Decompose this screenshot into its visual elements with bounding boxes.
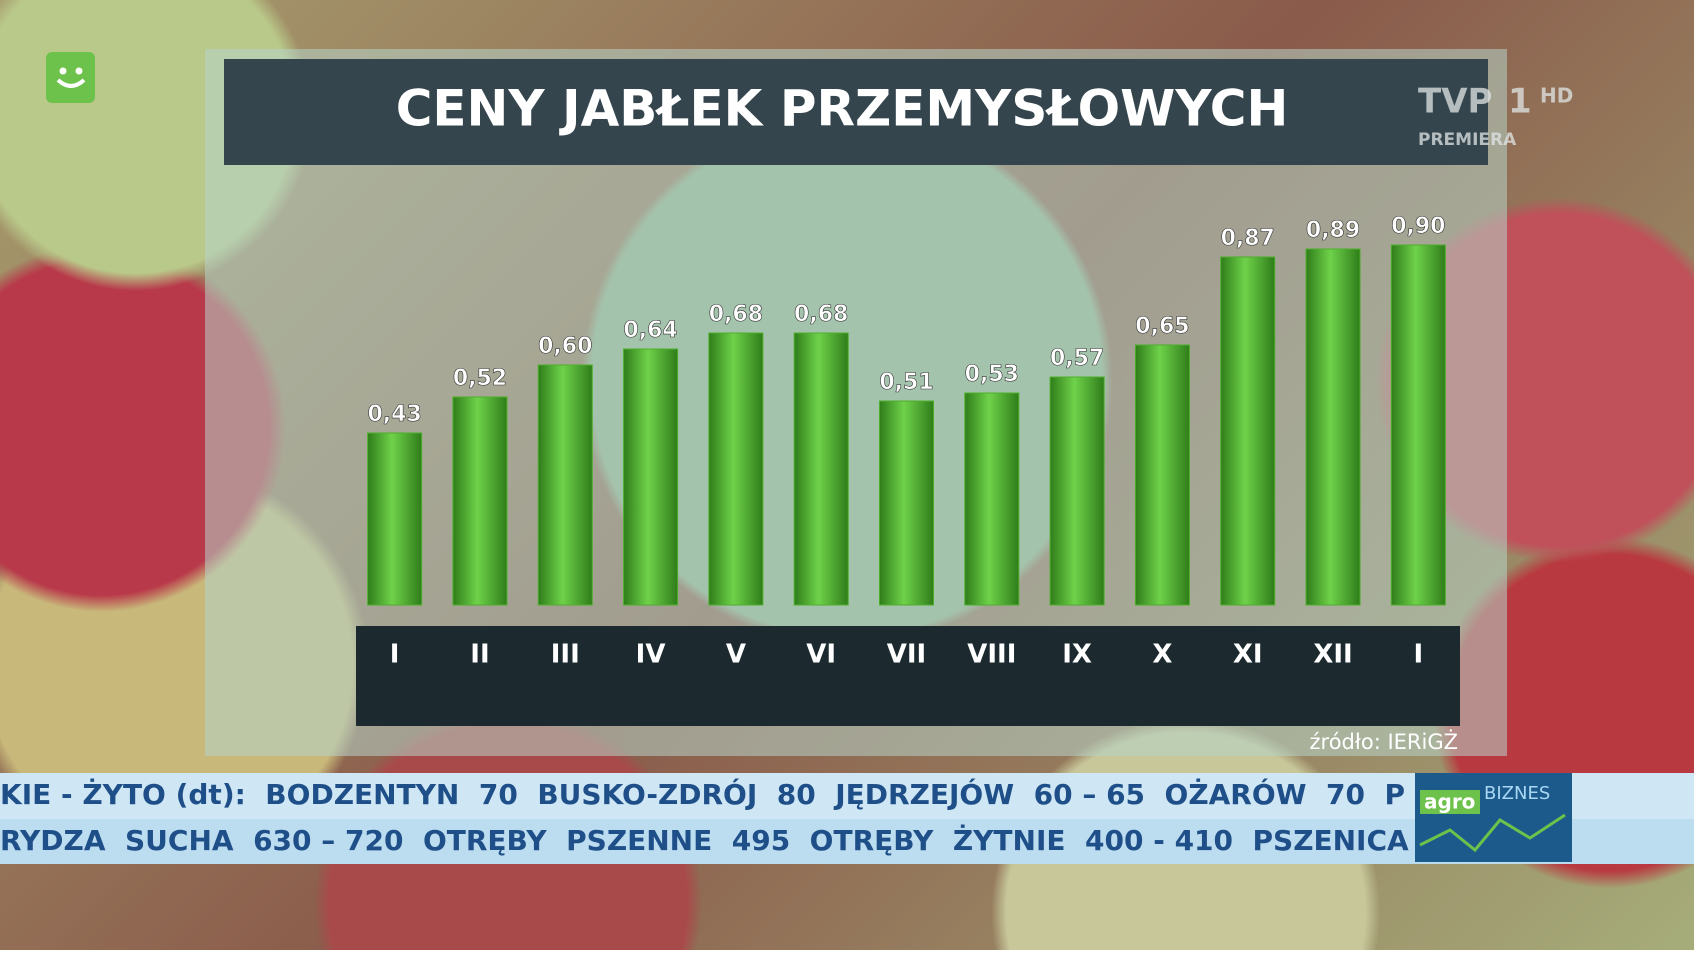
value-label: 0,68 xyxy=(794,302,848,327)
logo-hd: HD xyxy=(1540,84,1573,108)
value-label: 0,87 xyxy=(1221,226,1275,251)
x-tick-label: IX xyxy=(1062,640,1092,670)
bar xyxy=(452,396,508,606)
title-bar xyxy=(224,59,1488,165)
value-label: 0,53 xyxy=(965,362,1019,387)
bar xyxy=(1049,376,1105,606)
ticker-band xyxy=(0,773,1694,819)
bar xyxy=(1134,344,1190,606)
x-tick-label: VII xyxy=(887,640,926,670)
smiley-eye xyxy=(75,67,83,75)
bar xyxy=(708,332,764,606)
value-label: 0,51 xyxy=(879,370,933,395)
bar xyxy=(1390,244,1446,606)
value-label: 0,89 xyxy=(1306,218,1360,243)
x-tick-label: VI xyxy=(806,640,836,670)
value-label: 0,57 xyxy=(1050,346,1104,371)
logo-channel: TVP xyxy=(1418,82,1492,122)
x-tick-label: XI xyxy=(1233,640,1263,670)
x-tick-label: I xyxy=(1414,640,1424,670)
value-label: 0,52 xyxy=(453,366,507,391)
source: źródło: IERiGŻ xyxy=(1310,729,1459,754)
value-label: 0,60 xyxy=(538,334,592,359)
value-label: 0,68 xyxy=(709,302,763,327)
agro-text: agro xyxy=(1424,790,1475,814)
x-tick-label: XII xyxy=(1313,640,1352,670)
ticker-text: RYDZA SUCHA 630 – 720 OTRĘBY PSZENNE 495… xyxy=(0,823,1409,857)
chart-title: CENY JABŁEK PRZEMYSŁOWYCH xyxy=(396,80,1289,138)
logo-number: 1 xyxy=(1508,82,1532,122)
value-label: 0,65 xyxy=(1135,314,1189,339)
x-tick-label: I xyxy=(390,640,400,670)
category-bar xyxy=(356,626,1460,726)
bar xyxy=(623,348,679,606)
bar xyxy=(1220,256,1276,606)
x-tick-label: X xyxy=(1152,640,1172,670)
bar xyxy=(537,364,593,606)
value-label: 0,64 xyxy=(623,318,677,343)
agro-logo xyxy=(1415,773,1572,862)
x-tick-label: III xyxy=(551,640,580,670)
x-tick-label: V xyxy=(726,640,746,670)
value-label: 0,43 xyxy=(368,402,422,427)
agro-logo-box xyxy=(1420,790,1480,814)
x-tick-label: VIII xyxy=(967,640,1016,670)
ticker-text: KIE - ŻYTO (dt): BODZENTYN 70 BUSKO-ZDRÓ… xyxy=(0,777,1405,811)
bar xyxy=(367,432,423,606)
biznes-text: BIZNES xyxy=(1484,783,1550,804)
bar xyxy=(964,392,1020,606)
x-tick-label: IV xyxy=(636,640,666,670)
logo-premiera: PREMIERA xyxy=(1418,130,1517,150)
bar xyxy=(793,332,849,606)
smiley-eye xyxy=(59,67,67,75)
bar xyxy=(879,400,934,606)
value-label: 0,90 xyxy=(1391,214,1445,239)
bar xyxy=(1305,248,1361,606)
smiley-mouth xyxy=(56,78,86,88)
ticker-band xyxy=(0,819,1694,864)
x-tick-label: II xyxy=(470,640,489,670)
agro-graph xyxy=(1419,813,1566,853)
smiley-icon xyxy=(46,52,95,103)
